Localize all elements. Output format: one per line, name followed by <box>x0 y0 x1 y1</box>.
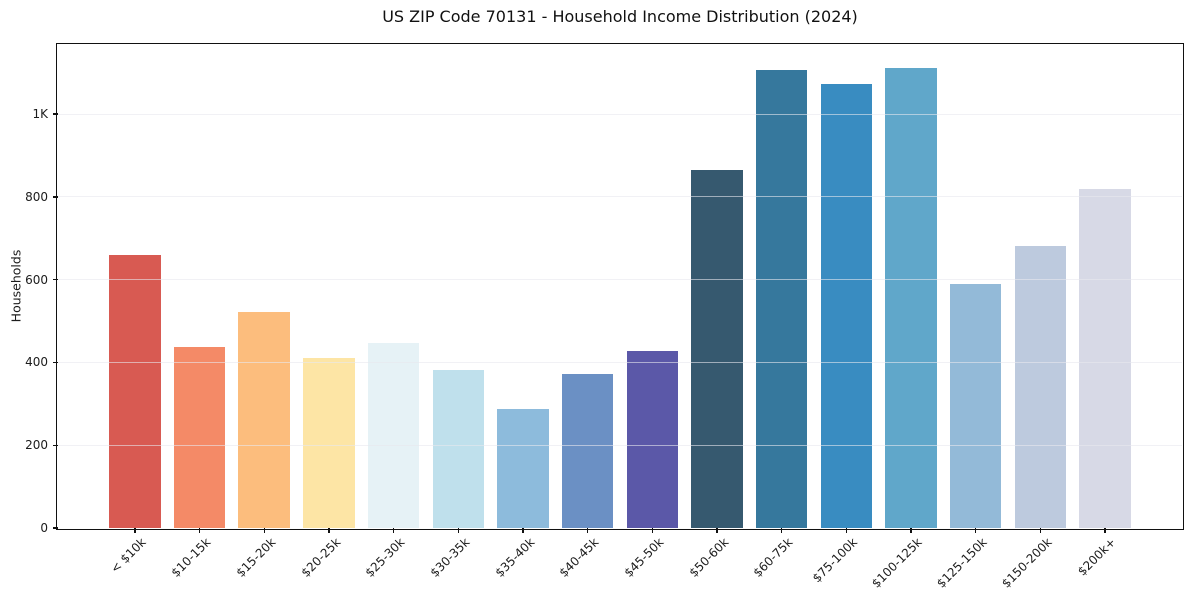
bar-35-40k <box>497 409 549 528</box>
bar-10k <box>109 255 161 528</box>
bar-15-20k <box>238 312 291 528</box>
x-tick-mark <box>328 528 330 533</box>
x-tick-mark <box>1039 528 1042 533</box>
bar-10-15k <box>173 347 226 528</box>
bar-100-125k <box>885 68 937 528</box>
x-tick-label-text: $50-60k <box>686 535 731 580</box>
bar-125-150k <box>949 284 1002 528</box>
x-tick-mark <box>457 528 460 533</box>
bar-25-30k <box>367 343 420 528</box>
bars-layer <box>58 45 1182 528</box>
x-tick-mark <box>910 528 912 533</box>
bar-20-25k <box>303 357 355 528</box>
x-tick-label-text: < $10k <box>108 535 149 576</box>
x-tick-mark <box>263 528 266 533</box>
x-tick-label-text: $75-100k <box>810 535 861 586</box>
x-tick-mark <box>716 528 718 533</box>
x-tick-mark <box>780 528 783 533</box>
x-tick-label-text: $100-125k <box>869 535 925 590</box>
bar-45-50k <box>626 351 679 528</box>
y-tick-mark <box>53 361 58 364</box>
y-tick-mark <box>53 196 58 198</box>
x-tick-label-text: $200k+ <box>1075 535 1119 579</box>
x-tick-label-text: $10-15k <box>168 535 214 580</box>
y-tick-mark <box>53 527 58 529</box>
x-tick-label-text: $25-30k <box>362 535 408 580</box>
x-tick-mark <box>522 528 524 533</box>
y-tick-label: 400 <box>25 355 48 370</box>
x-tick-mark <box>586 528 589 533</box>
bar-50-60k <box>691 170 743 528</box>
x-tick-mark <box>392 528 395 533</box>
y-tick-label: 200 <box>25 438 48 453</box>
x-tick-label-text: $35-40k <box>492 535 537 580</box>
x-tick-label-text: $30-35k <box>427 535 473 580</box>
y-tick-label: 600 <box>25 272 48 287</box>
x-tick-mark <box>134 528 136 533</box>
x-tick-mark <box>974 528 977 533</box>
y-tick-mark <box>53 444 58 446</box>
x-tick-label-text: $20-25k <box>298 535 343 580</box>
bar-75-100k <box>820 83 873 528</box>
x-tick-label-text: $40-45k <box>556 535 602 580</box>
y-tick-mark <box>53 278 58 281</box>
x-tick-label-text: $150-200k <box>998 535 1055 590</box>
y-tick-label: 1K <box>32 107 48 122</box>
bar-40-45k <box>561 374 614 528</box>
x-tick-mark <box>198 528 201 533</box>
y-tick-label: 800 <box>25 189 48 204</box>
plot-area: 0 200 400 600 800 1K < $10k $10-15k $15-20k $20-2… <box>25 43 1184 590</box>
y-tick-label: 0 <box>40 521 48 535</box>
x-tick-label-text: $125-150k <box>933 535 990 590</box>
bar-200k <box>1079 189 1131 528</box>
y-tick-mark <box>53 113 58 115</box>
x-tick-mark <box>845 528 848 533</box>
y-axis-label-text: Households <box>8 249 24 323</box>
bar-30-35k <box>432 370 485 528</box>
x-tick-mark <box>1104 528 1106 533</box>
x-tick-label-text: $45-50k <box>621 535 667 580</box>
chart-title: US ZIP Code 70131 - Household Income Dis… <box>382 7 858 26</box>
bar-60-75k <box>755 69 808 528</box>
x-tick-label-text: $15-20k <box>233 535 279 580</box>
x-tick-mark <box>651 528 654 533</box>
x-tick-label-text: $60-75k <box>750 535 796 580</box>
bar-150-200k <box>1014 246 1067 528</box>
